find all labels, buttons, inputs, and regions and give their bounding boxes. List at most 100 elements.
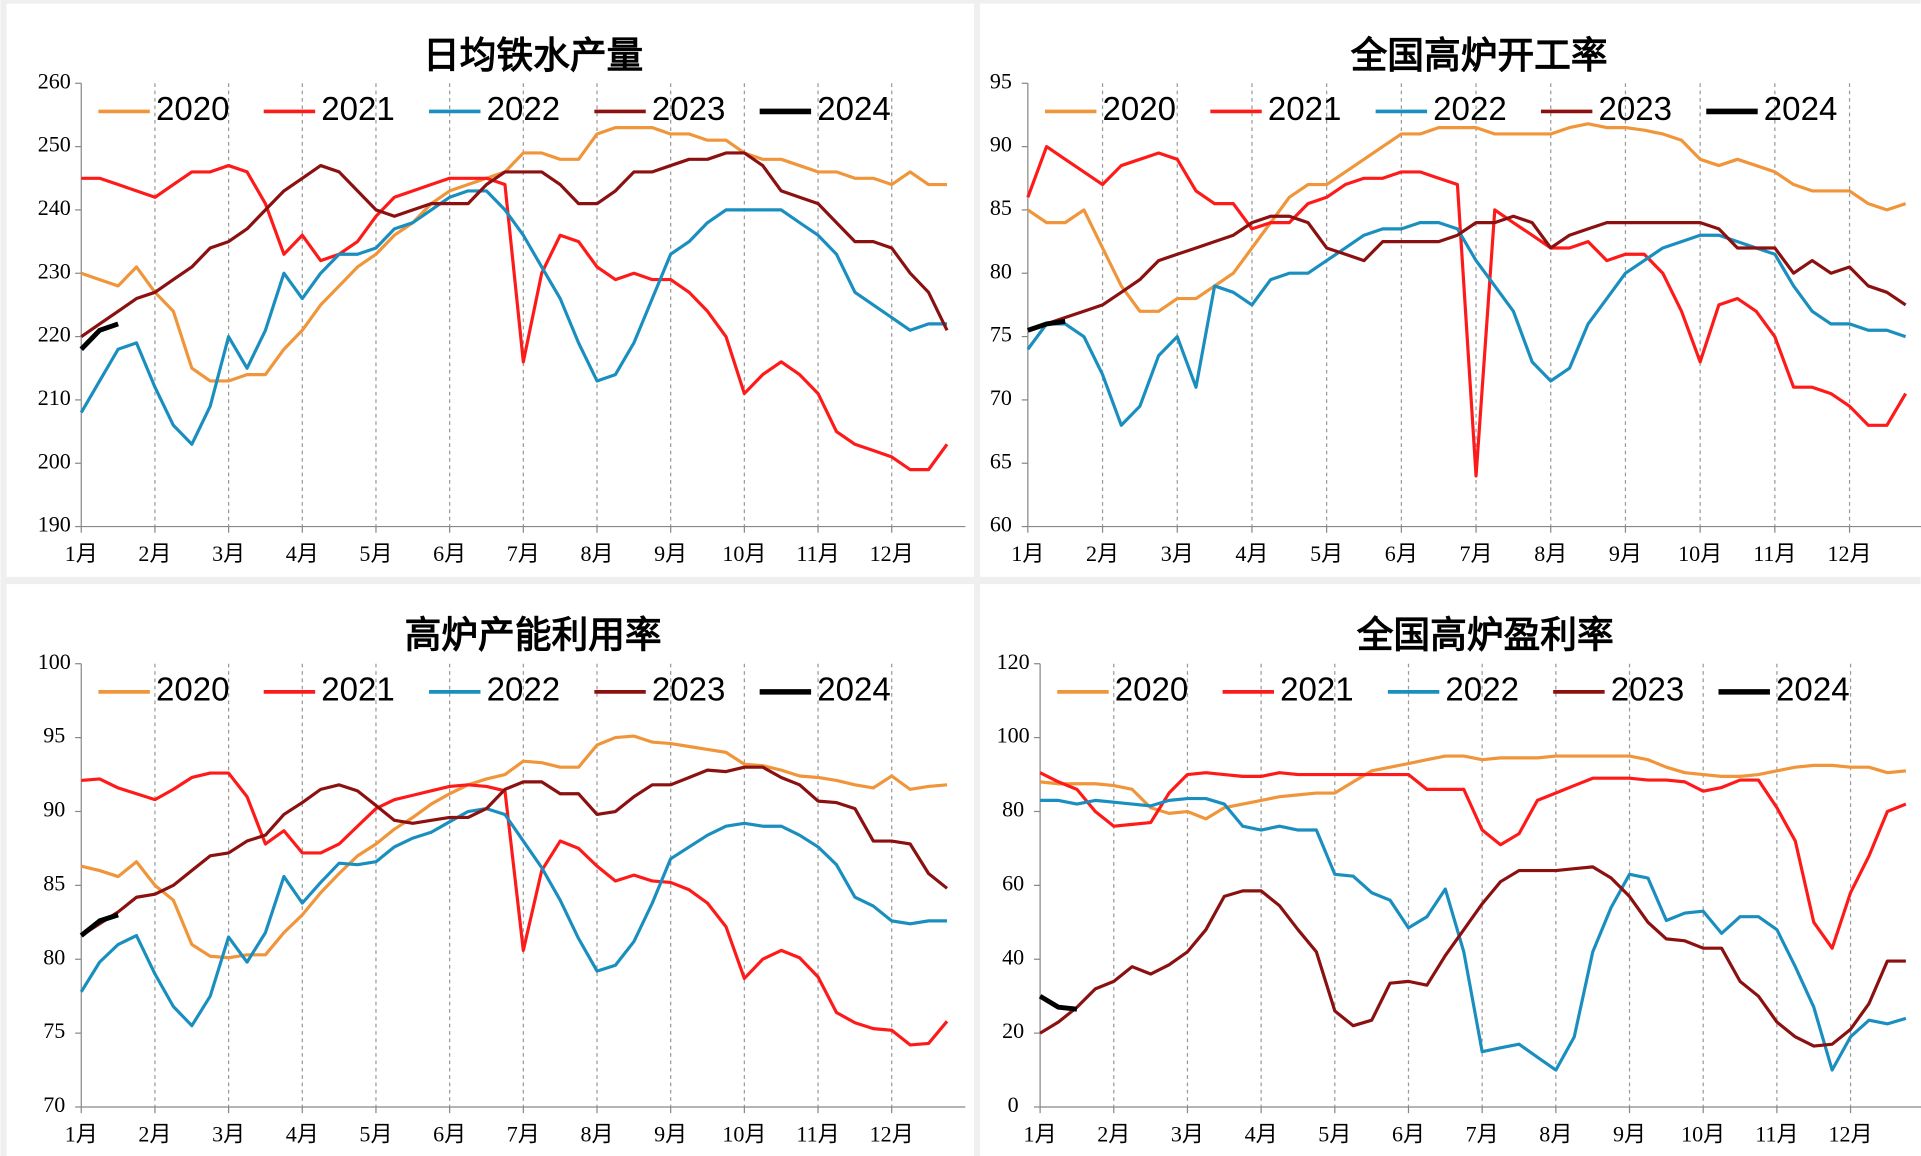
series-line [1027, 318, 1066, 333]
series-line [79, 806, 948, 1028]
legend-label: 2023 [652, 91, 726, 128]
legend-label: 2024 [817, 672, 891, 709]
x-tick-label: 10月 [722, 541, 766, 566]
series-line [1039, 754, 1907, 821]
series-line [80, 765, 949, 937]
y-tick-label: 100 [38, 649, 71, 674]
x-tick-label: 4月 [1245, 1121, 1278, 1146]
y-tick-label: 80 [990, 258, 1012, 283]
y-tick-label: 90 [990, 132, 1012, 157]
series-line [80, 126, 948, 383]
y-tick-label: 80 [1002, 797, 1024, 822]
x-tick-label: 9月 [1609, 541, 1642, 566]
x-tick-label: 11月 [1753, 541, 1796, 566]
series-line [1039, 865, 1906, 1048]
x-tick-label: 11月 [1755, 1121, 1798, 1146]
y-tick-label: 200 [38, 448, 71, 473]
x-tick-label: 9月 [1613, 1121, 1646, 1146]
x-tick-label: 9月 [654, 1121, 687, 1146]
y-tick-label: 40 [1002, 944, 1024, 969]
y-tick-label: 75 [990, 322, 1012, 347]
x-tick-label: 5月 [359, 541, 392, 566]
legend-label: 2023 [1599, 91, 1673, 128]
legend-label: 2022 [487, 672, 561, 709]
y-tick-label: 260 [38, 68, 71, 93]
legend-label: 2021 [1268, 91, 1342, 128]
x-tick-label: 9月 [654, 541, 687, 566]
x-tick-label: 1月 [65, 1121, 98, 1146]
y-tick-label: 100 [997, 723, 1030, 748]
x-tick-label: 7月 [1460, 541, 1493, 566]
y-tick-label: 210 [38, 385, 71, 410]
x-tick-label: 2月 [138, 541, 171, 566]
y-tick-label: 20 [1002, 1018, 1024, 1043]
x-tick-label: 1月 [1024, 1121, 1057, 1146]
y-tick-label: 250 [38, 132, 71, 157]
legend-label: 2020 [156, 91, 230, 128]
x-tick-label: 10月 [722, 1121, 766, 1146]
x-tick-label: 5月 [359, 1121, 392, 1146]
series-line [79, 321, 119, 351]
legend-label: 2024 [817, 91, 891, 128]
chart-title: 高炉产能利用率 [405, 613, 662, 656]
chart-title: 全国高炉盈利率 [1356, 613, 1614, 656]
chart-title: 日均铁水产量 [423, 34, 643, 77]
series-line [1040, 796, 1907, 1072]
legend-label: 2023 [1611, 672, 1685, 709]
y-tick-label: 0 [1008, 1092, 1019, 1117]
x-tick-label: 10月 [1681, 1121, 1725, 1146]
x-tick-label: 6月 [433, 1121, 466, 1146]
x-tick-label: 11月 [796, 1121, 839, 1146]
series-line [1039, 771, 1907, 950]
series-line [81, 771, 949, 1047]
legend-label: 2022 [1433, 91, 1507, 128]
x-tick-label: 3月 [212, 541, 245, 566]
y-tick-label: 60 [1002, 870, 1024, 895]
chart-title: 全国高炉开工率 [1350, 34, 1608, 77]
x-tick-label: 7月 [507, 1121, 540, 1146]
y-tick-label: 60 [990, 512, 1012, 537]
x-tick-label: 12月 [1829, 1121, 1873, 1146]
y-tick-label: 85 [43, 870, 65, 895]
x-tick-label: 6月 [1392, 1121, 1425, 1146]
y-tick-label: 95 [990, 68, 1012, 93]
panel [980, 3, 1921, 577]
series-line [1026, 122, 1907, 313]
y-tick-label: 70 [43, 1092, 65, 1117]
y-tick-label: 230 [38, 258, 71, 283]
x-tick-label: 12月 [870, 1121, 914, 1146]
x-tick-label: 12月 [870, 541, 914, 566]
x-tick-label: 2月 [1097, 1121, 1130, 1146]
series-line [79, 912, 119, 938]
legend-label: 2021 [321, 91, 395, 128]
x-tick-label: 3月 [1161, 541, 1194, 566]
series-line [81, 163, 949, 472]
x-tick-label: 4月 [1235, 541, 1268, 566]
legend-label: 2023 [652, 672, 726, 709]
y-tick-label: 90 [43, 797, 65, 822]
x-tick-label: 1月 [1011, 541, 1044, 566]
x-tick-label: 5月 [1310, 541, 1343, 566]
x-tick-label: 10月 [1678, 541, 1722, 566]
x-tick-label: 5月 [1318, 1121, 1351, 1146]
x-tick-label: 3月 [212, 1121, 245, 1146]
series-line [1026, 144, 1907, 478]
x-tick-label: 8月 [1534, 541, 1567, 566]
y-tick-label: 80 [43, 944, 65, 969]
y-tick-label: 65 [990, 448, 1012, 473]
series-line [80, 151, 949, 338]
panel [6, 584, 974, 1156]
legend-label: 2021 [321, 672, 395, 709]
x-tick-label: 12月 [1828, 541, 1872, 566]
y-tick-label: 85 [990, 195, 1012, 220]
x-tick-label: 2月 [1086, 541, 1119, 566]
x-tick-label: 3月 [1171, 1121, 1204, 1146]
legend-label: 2021 [1280, 672, 1354, 709]
y-tick-label: 95 [43, 723, 65, 748]
x-tick-label: 7月 [507, 541, 540, 566]
y-tick-label: 240 [38, 195, 71, 220]
x-tick-label: 4月 [286, 541, 319, 566]
legend-label: 2020 [156, 672, 230, 709]
series-line [1038, 994, 1078, 1012]
